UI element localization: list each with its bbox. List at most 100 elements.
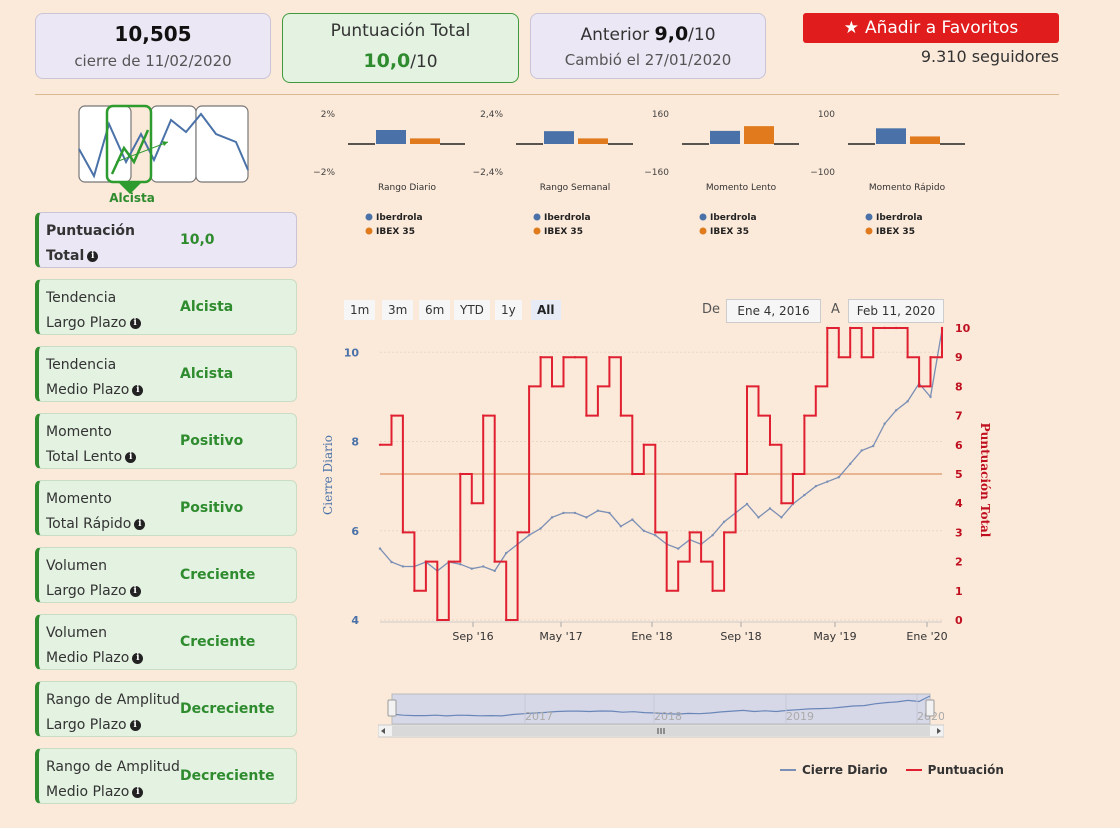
metric-label-line1: Volumen: [46, 625, 107, 641]
star-icon: ★: [843, 18, 859, 38]
y-tick-left: 10: [344, 346, 360, 359]
data-point-score: [482, 414, 485, 417]
legend-dot-ibex-icon: [699, 227, 707, 235]
data-point-close: [837, 476, 840, 479]
to-date-input[interactable]: Feb 11, 2020: [848, 299, 944, 323]
legend-label-iberdrola[interactable]: Iberdrola: [544, 213, 591, 223]
range-button[interactable]: 1y: [495, 300, 522, 320]
previous-score-card: Anterior 9,0/10 Cambió el 27/01/2020: [530, 13, 766, 79]
metric-value: Decreciente: [180, 701, 275, 717]
info-icon[interactable]: i: [132, 384, 144, 396]
main-price-score-chart[interactable]: 4 6 8 10 0 1 2 3 4 5 6 7 8 9 10 Cierre Diario Puntuación…: [310, 320, 1010, 650]
bar-iberdrola[interactable]: [544, 131, 574, 144]
followers-count: 9.310 seguidores: [920, 47, 1059, 66]
total-score-denominator: /10: [410, 52, 438, 72]
add-favorites-button[interactable]: ★ Añadir a Favoritos: [803, 13, 1059, 43]
info-icon[interactable]: i: [134, 518, 146, 530]
data-point-score: [940, 326, 944, 330]
navigator-handle-left[interactable]: [387, 699, 397, 717]
bar-iberdrola[interactable]: [710, 130, 740, 144]
y-tick-right: 0: [955, 614, 963, 627]
legend-label-iberdrola[interactable]: Iberdrola: [710, 213, 757, 223]
legend-label-ibex[interactable]: IBEX 35: [544, 227, 583, 237]
data-point-close: [470, 567, 473, 570]
navigator-series: [391, 695, 931, 717]
range-button[interactable]: All: [531, 300, 561, 320]
range-button[interactable]: 6m: [419, 300, 451, 320]
legend-label-ibex[interactable]: IBEX 35: [376, 227, 415, 237]
x-tick-label: Sep '18: [720, 630, 761, 643]
bar-ibex[interactable]: [744, 126, 774, 144]
bar-iberdrola[interactable]: [376, 130, 406, 144]
mini-chart: 100 −100 Momento Rápido Iberdrola IBEX 35: [810, 110, 965, 237]
trend-box-neutral[interactable]: [150, 105, 197, 183]
from-date-input[interactable]: Ene 4, 2016: [726, 299, 821, 323]
data-point-close: [493, 569, 496, 573]
info-icon[interactable]: i: [87, 250, 99, 262]
y-tick-right: 3: [955, 526, 963, 539]
mini-chart-tick-bottom: −160: [644, 168, 669, 178]
data-point-score: [654, 531, 657, 534]
metric-label: Volumen Medio Plazo i: [46, 621, 144, 671]
info-icon[interactable]: i: [129, 719, 141, 731]
chart-navigator[interactable]: 2017201820192020: [378, 690, 944, 742]
data-point-score: [745, 385, 749, 388]
metric-value: Decreciente: [180, 768, 275, 784]
data-point-score: [883, 326, 886, 330]
x-tick-label: Sep '16: [452, 630, 493, 643]
data-point-score: [619, 414, 623, 417]
metric-card: Volumen Largo Plazo i Creciente: [35, 547, 297, 603]
trend-box-bearish[interactable]: [78, 105, 132, 183]
metric-label-line2: Largo Plazo: [46, 717, 127, 733]
info-icon[interactable]: i: [129, 317, 141, 329]
legend-item-score[interactable]: Puntuación: [905, 763, 1004, 777]
navigator-year-label: 2017: [525, 710, 553, 723]
range-button[interactable]: 1m: [344, 300, 376, 320]
legend-dot-iberdrola-icon: [699, 213, 707, 221]
navigator-handle-right[interactable]: [925, 699, 935, 717]
metric-label-line2: Medio Plazo: [46, 650, 130, 666]
from-label: De: [702, 302, 721, 317]
total-score-value-row: 10,0/10: [283, 50, 518, 72]
x-tick-label: May '17: [539, 630, 582, 643]
data-point-score: [470, 502, 473, 505]
bar-ibex[interactable]: [578, 138, 608, 144]
x-tick-label: Ene '20: [906, 630, 947, 643]
legend-dot-ibex-icon: [533, 227, 541, 235]
navigator-window[interactable]: [391, 693, 931, 725]
y-tick-right: 6: [955, 439, 963, 452]
data-point-close: [378, 547, 382, 550]
series-line-close[interactable]: [379, 329, 943, 572]
data-point-close: [929, 395, 932, 399]
bar-iberdrola[interactable]: [876, 128, 906, 144]
y-axis-title-right: Puntuación Total: [978, 423, 992, 538]
series-line-score[interactable]: [380, 327, 943, 621]
info-icon[interactable]: i: [129, 585, 141, 597]
close-price-card: 10,505 cierre de 11/02/2020: [35, 13, 271, 79]
info-icon[interactable]: i: [125, 451, 137, 463]
scroll-right-arrow-icon[interactable]: [937, 728, 941, 734]
selected-pointer-icon: [118, 182, 142, 194]
bar-ibex[interactable]: [910, 136, 940, 144]
legend-label-iberdrola[interactable]: Iberdrola: [376, 213, 423, 223]
range-button[interactable]: YTD: [454, 300, 490, 320]
data-point-score: [459, 472, 462, 476]
trend-widget[interactable]: [76, 104, 252, 204]
bar-ibex[interactable]: [410, 138, 440, 144]
metric-label-line1: Tendencia: [46, 357, 117, 373]
legend-dot-ibex-icon: [865, 227, 873, 235]
info-icon[interactable]: i: [132, 786, 144, 798]
close-price-value: 10,505: [114, 22, 192, 46]
legend-label-ibex[interactable]: IBEX 35: [710, 227, 749, 237]
y-tick-right: 1: [955, 585, 963, 598]
metric-label-line2: Largo Plazo: [46, 315, 127, 331]
legend-label-iberdrola[interactable]: Iberdrola: [876, 213, 923, 223]
mini-chart-title: Rango Semanal: [540, 183, 611, 193]
range-button[interactable]: 3m: [382, 300, 414, 320]
mini-chart-legend: Iberdrola IBEX 35: [533, 213, 591, 237]
data-point-score: [436, 618, 439, 622]
scroll-left-arrow-icon[interactable]: [381, 728, 385, 734]
legend-label-ibex[interactable]: IBEX 35: [876, 227, 915, 237]
legend-item-close[interactable]: Cierre Diario: [780, 763, 888, 777]
info-icon[interactable]: i: [132, 652, 144, 664]
